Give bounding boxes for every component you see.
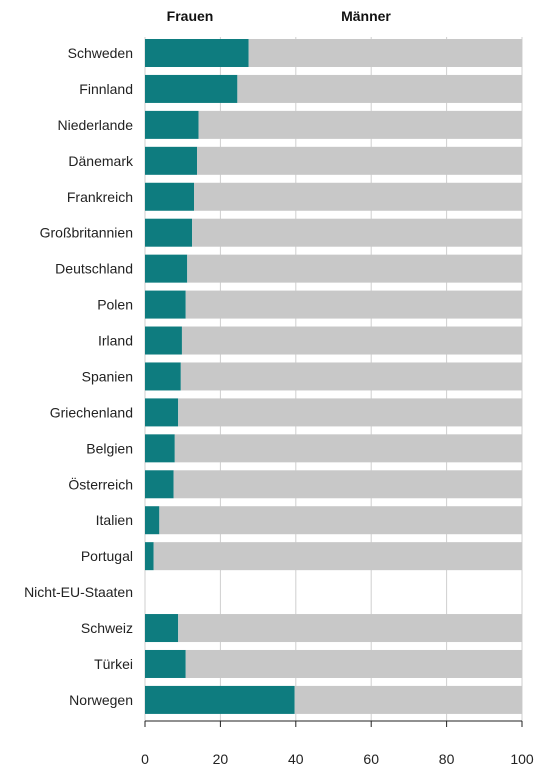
x-tick-label: 0 — [141, 751, 149, 767]
bar-maenner-11 — [174, 434, 522, 463]
category-label: Finnland — [79, 81, 133, 97]
category-label: Italien — [96, 512, 133, 528]
category-label: Österreich — [68, 475, 133, 492]
bar-frauen-2 — [145, 110, 199, 139]
bar-maenner-10 — [178, 398, 522, 427]
bar-frauen-17 — [145, 649, 186, 678]
bar-frauen-11 — [145, 434, 175, 463]
category-label: Niederlande — [58, 117, 134, 133]
bar-maenner-16 — [178, 614, 522, 643]
x-tick-label: 100 — [510, 751, 534, 767]
category-label: Deutschland — [55, 261, 133, 277]
bar-frauen-1 — [145, 74, 238, 103]
x-tick-label: 40 — [288, 751, 304, 767]
bar-maenner-17 — [185, 649, 522, 678]
x-tick-label: 80 — [439, 751, 455, 767]
category-label: Belgien — [86, 440, 133, 456]
bar-frauen-10 — [145, 398, 179, 427]
bar-maenner-0 — [248, 39, 523, 67]
category-label: Polen — [97, 297, 133, 313]
bar-maenner-14 — [153, 542, 522, 571]
bar-frauen-4 — [145, 182, 195, 211]
category-label: Norwegen — [69, 692, 133, 708]
category-label: Dänemark — [68, 153, 134, 169]
bar-frauen-3 — [145, 146, 198, 175]
bar-frauen-6 — [145, 254, 188, 283]
x-axis-ticks: 0 20 40 60 80 100 — [141, 721, 534, 767]
legend-label-maenner: Männer — [341, 8, 391, 24]
bar-frauen-13 — [145, 506, 160, 535]
bars — [145, 39, 523, 714]
category-label: Irland — [98, 333, 133, 349]
bar-maenner-4 — [194, 182, 522, 211]
bar-maenner-18 — [294, 685, 522, 714]
bar-maenner-9 — [180, 362, 522, 391]
category-label: Portugal — [81, 548, 133, 564]
bar-frauen-5 — [145, 218, 193, 247]
bar-frauen-14 — [145, 542, 154, 571]
bar-maenner-7 — [185, 290, 522, 319]
bar-maenner-13 — [159, 506, 523, 535]
bar-frauen-18 — [145, 685, 295, 714]
category-label: Frankreich — [67, 189, 133, 205]
category-label: Spanien — [82, 368, 133, 384]
category-label: Griechenland — [50, 404, 133, 420]
category-label: Türkei — [94, 656, 133, 672]
bar-frauen-9 — [145, 362, 181, 391]
category-label: Nicht-EU-Staaten — [24, 584, 133, 600]
legend: Frauen Männer — [167, 8, 392, 24]
bar-frauen-8 — [145, 326, 182, 355]
legend-label-frauen: Frauen — [167, 8, 214, 24]
bar-maenner-5 — [192, 218, 522, 247]
category-labels: Schweden Finnland Niederlande Dänemark Frank… — [24, 45, 134, 708]
bar-frauen-0 — [145, 39, 249, 67]
bar-frauen-16 — [145, 614, 179, 643]
category-label: Großbritannien — [40, 225, 133, 241]
bar-maenner-8 — [181, 326, 523, 355]
bar-frauen-12 — [145, 470, 174, 499]
category-label: Schweiz — [81, 620, 133, 636]
bar-maenner-2 — [198, 110, 522, 139]
x-tick-label: 20 — [213, 751, 229, 767]
bar-frauen-7 — [145, 290, 186, 319]
x-tick-label: 60 — [363, 751, 379, 767]
bar-maenner-6 — [187, 254, 522, 283]
bar-maenner-12 — [173, 470, 523, 499]
bar-maenner-1 — [237, 74, 523, 103]
category-label: Schweden — [68, 45, 133, 61]
bar-maenner-3 — [197, 146, 522, 175]
